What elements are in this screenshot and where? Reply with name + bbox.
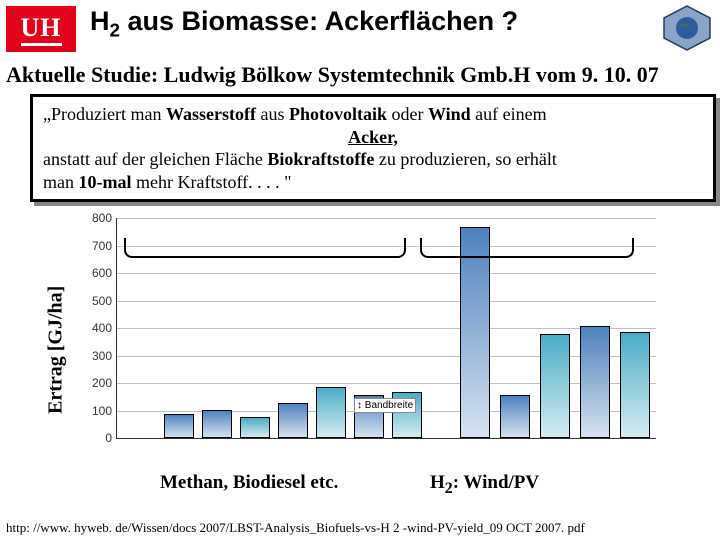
title-sub: 2 — [110, 20, 121, 41]
title-rest: aus Biomasse: Ackerflächen ? — [120, 6, 518, 36]
bar-8 — [500, 395, 530, 438]
quote-acker: Acker, — [43, 126, 703, 149]
y-axis — [116, 218, 117, 438]
title-h: H — [90, 6, 110, 36]
bar-2 — [240, 417, 270, 438]
slide-title: H2 aus Biomasse: Ackerflächen ? — [90, 6, 650, 42]
bar-10 — [580, 326, 610, 438]
uhh-logo: UH — [6, 6, 76, 52]
ytick: 0 — [86, 431, 112, 445]
footer-source: http: //www. hyweb. de/Wissen/docs 2007/… — [6, 520, 585, 536]
ytick: 700 — [86, 239, 112, 253]
quote-line1: „Produziert man Wasserstoff aus Photovol… — [43, 103, 703, 126]
ytick: 200 — [86, 376, 112, 390]
bar-11 — [620, 332, 650, 439]
ytick: 600 — [86, 266, 112, 280]
x-axis — [116, 438, 656, 439]
quote-line4: man 10-mal mehr Kraftstoff. . . . " — [43, 171, 703, 194]
ytick: 300 — [86, 349, 112, 363]
brace-right — [420, 238, 634, 258]
bar-7 — [460, 227, 490, 438]
y-axis-label: Ertrag [GJ/ha] — [44, 240, 68, 460]
uhh-logo-text: UH — [21, 13, 62, 46]
ytick: 500 — [86, 294, 112, 308]
ytick: 400 — [86, 321, 112, 335]
group-label-right: H2: Wind/PV — [430, 472, 539, 498]
quote-box: „Produziert man Wasserstoff aus Photovol… — [30, 94, 716, 202]
subtitle: Aktuelle Studie: Ludwig Bölkow Systemtec… — [6, 62, 714, 88]
bandbreite-label: ↕ Bandbreite — [354, 398, 416, 413]
bar-1 — [202, 410, 232, 438]
ytick: 800 — [86, 211, 112, 225]
bar-9 — [540, 334, 570, 438]
group-label-left: Methan, Biodiesel etc. — [160, 472, 338, 494]
slide-root: UH H2 aus Biomasse: Ackerflächen ? Aktue… — [0, 0, 720, 540]
ytick: 100 — [86, 404, 112, 418]
partner-logo — [660, 4, 714, 52]
bar-0 — [164, 414, 194, 438]
brace-left — [124, 238, 406, 258]
quote-line3: anstatt auf der gleichen Fläche Biokraft… — [43, 148, 703, 171]
bar-3 — [278, 403, 308, 438]
bar-4 — [316, 387, 346, 439]
